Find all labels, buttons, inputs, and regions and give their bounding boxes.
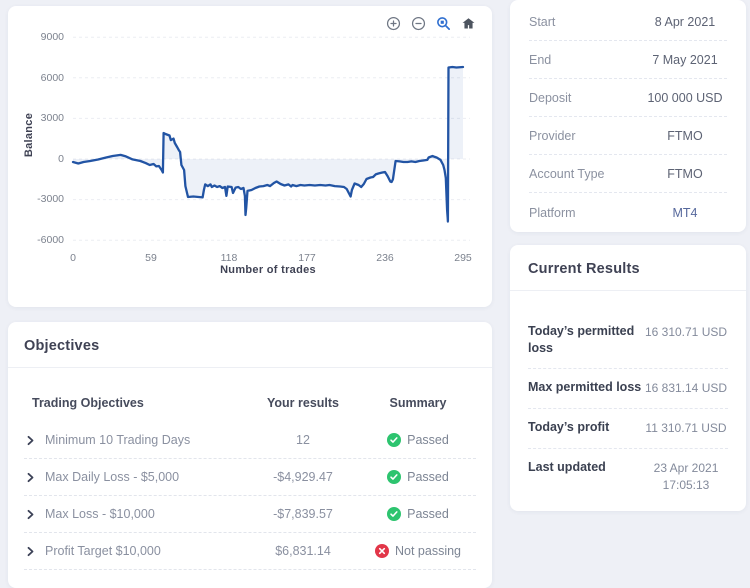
y-tick: -6000: [37, 234, 64, 246]
current-results-body: Today’s permitted loss 16 310.71 USD Max…: [510, 291, 746, 505]
x-tick: 177: [298, 252, 316, 264]
objective-label: Max Daily Loss - $5,000: [45, 470, 180, 484]
objectives-table-head: Trading Objectives Your results Summary: [24, 384, 476, 422]
status-text: Passed: [407, 470, 449, 484]
info-row-provider: Provider FTMO: [529, 117, 727, 156]
check-circle-icon: [387, 507, 402, 521]
info-value: FTMO: [667, 166, 703, 181]
objective-label: Max Loss - $10,000: [45, 507, 155, 521]
info-value: 7 May 2021: [652, 52, 718, 67]
result-label: Max permitted loss: [528, 380, 642, 394]
info-row-platform: Platform MT4: [529, 193, 727, 231]
y-tick: 6000: [40, 72, 64, 84]
result-label: Today’s profit: [528, 420, 610, 434]
objective-row-min-trading-days[interactable]: Minimum 10 Trading Days 12 Passed: [24, 422, 476, 459]
panel-title: Objectives: [24, 338, 100, 354]
result-row-todays-permitted-loss: Today’s permitted loss 16 310.71 USD: [528, 313, 728, 369]
objective-result: 12: [296, 433, 310, 447]
y-tick: 0: [58, 153, 64, 165]
status-badge: Passed: [387, 433, 449, 447]
balance-chart-panel: Balance Number of trades 9000 6000 3000 …: [8, 6, 492, 307]
info-label: Deposit: [529, 90, 572, 105]
info-value: 100 000 USD: [647, 90, 723, 105]
column-header-summary: Summary: [389, 396, 447, 410]
info-row-account-type: Account Type FTMO: [529, 155, 727, 194]
account-summary-panel: Start 8 Apr 2021 End 7 May 2021 Deposit …: [510, 0, 746, 232]
y-tick: -3000: [37, 193, 64, 205]
x-tick: 118: [220, 252, 238, 264]
panel-title: Current Results: [528, 261, 640, 277]
y-tick: 9000: [40, 31, 64, 43]
status-badge: Not passing: [374, 544, 461, 558]
column-header-trading-objectives: Trading Objectives: [32, 396, 144, 410]
status-text: Passed: [407, 433, 449, 447]
balance-area-fill: [73, 67, 463, 222]
zoom-out-icon[interactable]: [411, 16, 426, 31]
balance-line: [71, 65, 465, 223]
chevron-right-icon: [27, 472, 34, 482]
chevron-right-icon: [27, 435, 34, 445]
chart-gridlines: [73, 36, 470, 241]
objectives-panel: Objectives Trading Objectives Your resul…: [8, 322, 492, 588]
objective-label: Minimum 10 Trading Days: [45, 433, 191, 447]
current-results-header: Current Results: [510, 245, 746, 291]
zoom-in-icon[interactable]: [386, 16, 401, 31]
chevron-right-icon: [27, 509, 34, 519]
home-icon[interactable]: [461, 16, 476, 31]
info-label: Provider: [529, 128, 576, 143]
result-row-last-updated: Last updated 23 Apr 2021 17:05:13: [528, 449, 728, 505]
info-value: FTMO: [667, 128, 703, 143]
result-value: 16 310.71 USD: [644, 325, 728, 339]
result-label: Today’s permitted loss: [528, 324, 635, 355]
check-circle-icon: [387, 433, 402, 447]
info-value: 8 Apr 2021: [654, 14, 716, 29]
status-badge: Passed: [387, 470, 449, 484]
column-header-your-results: Your results: [266, 396, 339, 410]
info-row-start: Start 8 Apr 2021: [529, 3, 727, 42]
check-circle-icon: [387, 470, 402, 484]
objective-row-max-daily-loss[interactable]: Max Daily Loss - $5,000 -$4,929.47 Passe…: [24, 459, 476, 496]
info-row-deposit: Deposit 100 000 USD: [529, 79, 727, 118]
chart-toolbar: [386, 16, 476, 31]
info-label: Account Type: [529, 166, 605, 181]
objective-result: -$4,929.47: [273, 470, 333, 484]
objective-result: -$7,839.57: [273, 507, 333, 521]
objective-result: $6,831.14: [275, 544, 331, 558]
objective-row-max-loss[interactable]: Max Loss - $10,000 -$7,839.57 Passed: [24, 496, 476, 533]
result-row-max-permitted-loss: Max permitted loss 16 831.14 USD: [528, 369, 728, 409]
objectives-table: Trading Objectives Your results Summary …: [8, 384, 492, 570]
info-label: Platform: [529, 205, 576, 220]
info-label: Start: [529, 14, 556, 29]
chevron-right-icon: [27, 546, 34, 556]
objectives-header: Objectives: [8, 322, 492, 368]
x-axis-title: Number of trades: [220, 264, 316, 276]
objective-label: Profit Target $10,000: [45, 544, 161, 558]
result-value: 23 Apr 2021 17:05:13: [653, 461, 719, 492]
y-tick: 3000: [40, 112, 64, 124]
result-row-todays-profit: Today’s profit 11 310.71 USD: [528, 409, 728, 449]
x-tick: 295: [454, 252, 472, 264]
status-text: Not passing: [394, 544, 461, 558]
result-value: 11 310.71 USD: [645, 421, 727, 435]
balance-line-chart[interactable]: [8, 6, 492, 307]
x-tick: 236: [376, 252, 394, 264]
info-label: End: [529, 52, 552, 67]
x-tick: 0: [70, 252, 76, 264]
status-text: Passed: [407, 507, 449, 521]
result-label: Last updated: [528, 460, 606, 474]
result-value: 16 831.14 USD: [644, 381, 728, 395]
x-tick: 59: [145, 252, 157, 264]
current-results-panel: Current Results Today’s permitted loss 1…: [510, 245, 746, 511]
platform-link[interactable]: MT4: [672, 205, 698, 220]
info-row-end: End 7 May 2021: [529, 41, 727, 80]
x-circle-icon: [374, 544, 389, 558]
selection-zoom-icon[interactable]: [436, 16, 451, 31]
objective-row-profit-target[interactable]: Profit Target $10,000 $6,831.14 Not pass…: [24, 533, 476, 570]
status-badge: Passed: [387, 507, 449, 521]
